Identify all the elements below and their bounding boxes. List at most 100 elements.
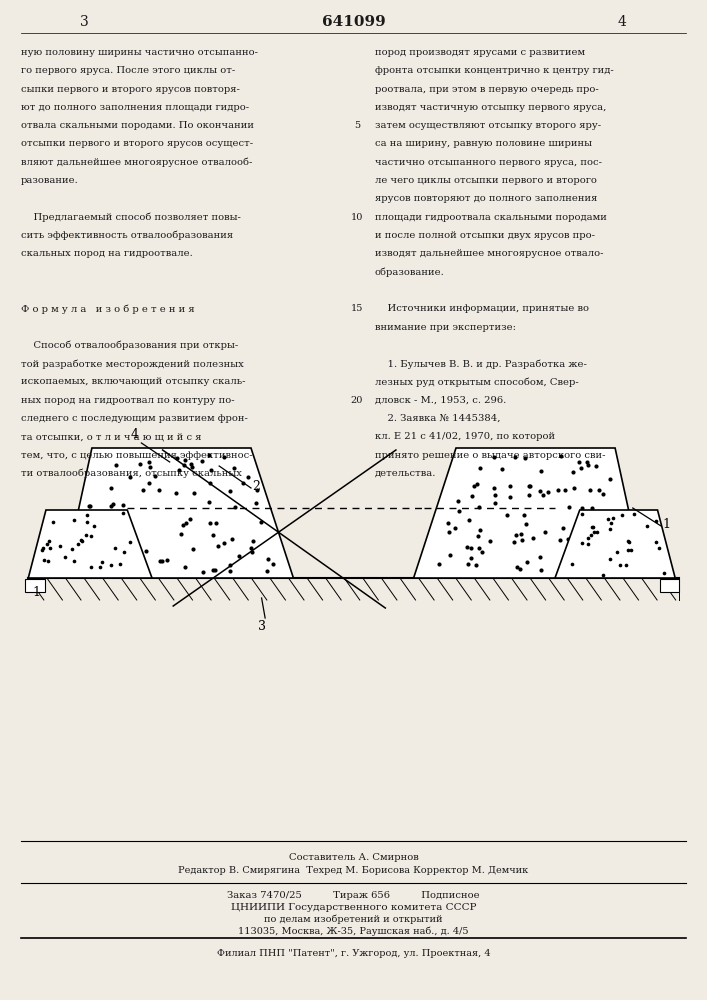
Point	[204, 494, 215, 510]
Point	[606, 515, 617, 531]
Point	[597, 567, 609, 583]
Point	[575, 460, 587, 476]
Point	[607, 510, 619, 526]
Point	[245, 540, 257, 556]
Point	[581, 454, 592, 470]
Polygon shape	[28, 510, 152, 578]
Text: площади гидроотвала скальными породами: площади гидроотвала скальными породами	[375, 213, 607, 222]
Point	[110, 540, 121, 556]
Point	[107, 496, 119, 512]
Point	[37, 540, 49, 556]
Point	[88, 518, 100, 534]
Text: 5: 5	[354, 121, 360, 130]
Text: отвала скальными породами. По окончании: отвала скальными породами. По окончании	[21, 121, 255, 130]
Point	[452, 493, 463, 509]
Point	[171, 450, 182, 466]
Point	[125, 539, 136, 555]
Point	[68, 553, 79, 569]
Point	[177, 517, 189, 533]
Point	[624, 534, 635, 550]
Point	[462, 556, 474, 572]
Point	[535, 463, 547, 479]
Point	[268, 556, 279, 572]
Point	[91, 559, 103, 575]
Point	[237, 475, 248, 491]
Point	[262, 563, 273, 579]
Text: ных пород на гидроотвал по контуру по-: ных пород на гидроотвал по контуру по-	[21, 396, 235, 405]
Point	[122, 516, 133, 532]
Point	[543, 484, 554, 500]
Point	[433, 556, 445, 572]
Text: дловск - М., 1953, с. 296.: дловск - М., 1953, с. 296.	[375, 396, 506, 405]
Point	[539, 524, 550, 540]
Point	[76, 532, 87, 548]
Point	[173, 462, 185, 478]
Point	[229, 499, 240, 515]
Point	[583, 530, 594, 546]
Point	[180, 559, 191, 575]
Point	[615, 557, 626, 573]
Point	[117, 497, 129, 513]
Point	[207, 527, 218, 543]
Point	[586, 519, 597, 535]
Point	[186, 456, 197, 472]
Point	[119, 561, 131, 577]
Point	[105, 557, 117, 573]
Point	[554, 532, 566, 548]
Point	[184, 511, 195, 527]
Point	[490, 487, 501, 503]
Point	[570, 540, 581, 556]
Point	[585, 482, 596, 498]
Point	[511, 559, 522, 575]
Point	[247, 544, 258, 560]
Point	[175, 526, 187, 542]
Text: 1: 1	[33, 586, 41, 599]
Point	[218, 449, 230, 465]
Point	[54, 538, 66, 554]
Point	[444, 547, 455, 563]
Point	[524, 478, 535, 494]
Point	[518, 507, 530, 523]
Text: ле чего циклы отсыпки первого и второго: ле чего циклы отсыпки первого и второго	[375, 176, 597, 185]
Text: лезных руд открытым способом, Свер-: лезных руд открытым способом, Свер-	[375, 377, 578, 387]
Point	[114, 556, 125, 572]
Point	[247, 533, 258, 549]
Point	[224, 563, 235, 579]
Point	[100, 530, 111, 546]
Text: Заказ 7470/25          Тираж 656          Подписное: Заказ 7470/25 Тираж 656 Подписное	[227, 891, 480, 900]
Point	[181, 515, 192, 531]
Point	[69, 512, 80, 528]
Point	[524, 487, 535, 503]
Point	[66, 541, 78, 557]
Point	[81, 514, 93, 530]
Text: той разработке месторождений полезных: той разработке месторождений полезных	[21, 359, 244, 369]
Point	[468, 478, 479, 494]
Point	[604, 556, 615, 572]
Text: 3: 3	[81, 15, 89, 29]
Point	[250, 495, 262, 511]
Point	[443, 515, 454, 531]
Point	[44, 533, 55, 549]
Point	[211, 515, 222, 531]
Point	[85, 528, 96, 544]
Point	[472, 528, 484, 544]
Point	[218, 535, 230, 551]
Point	[642, 518, 653, 534]
Point	[443, 524, 455, 540]
Text: го первого яруса. После этого циклы от-: го первого яруса. После этого циклы от-	[21, 66, 235, 75]
Point	[515, 526, 526, 542]
Point	[180, 452, 191, 468]
Point	[576, 500, 588, 516]
Point	[477, 544, 488, 560]
Point	[534, 549, 546, 565]
Point	[625, 542, 636, 558]
Point	[81, 527, 92, 543]
Text: 10: 10	[351, 213, 363, 222]
Point	[566, 556, 578, 572]
Point	[105, 498, 117, 514]
Text: по делам изобретений и открытий: по делам изобретений и открытий	[264, 915, 443, 924]
Point	[141, 543, 152, 559]
Text: 3: 3	[257, 620, 266, 634]
Point	[590, 458, 602, 474]
Point	[592, 510, 603, 526]
